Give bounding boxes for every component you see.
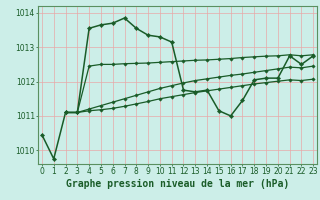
X-axis label: Graphe pression niveau de la mer (hPa): Graphe pression niveau de la mer (hPa) (66, 179, 289, 189)
